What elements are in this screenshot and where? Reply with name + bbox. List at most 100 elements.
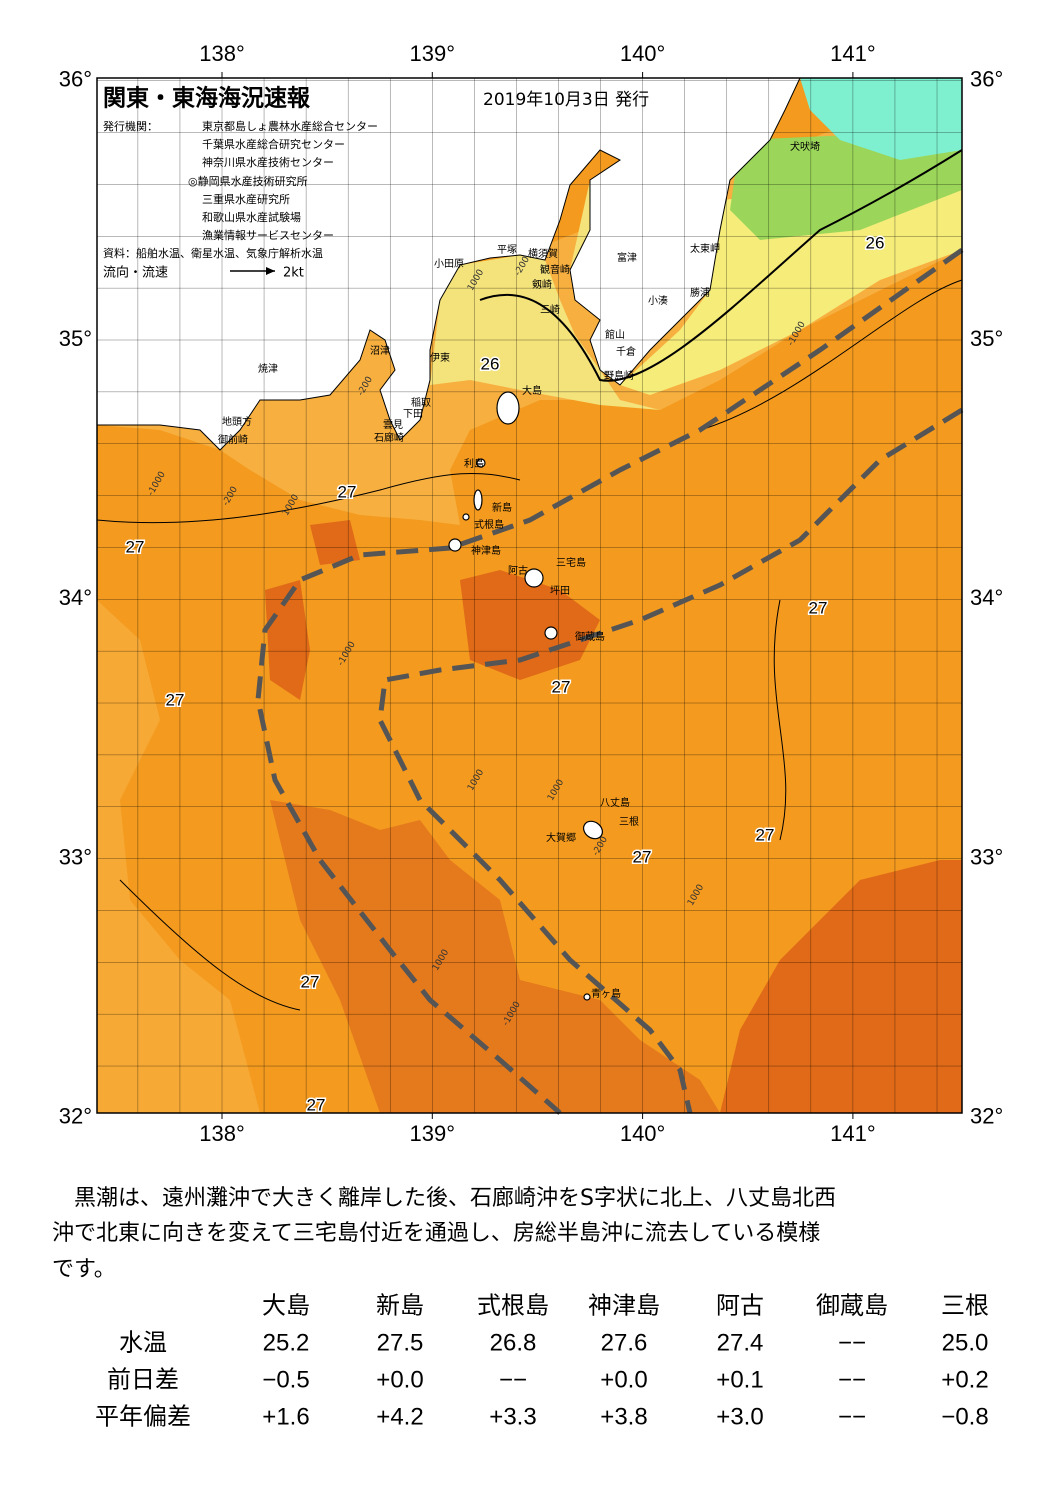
column-header: 御蔵島 [816,1292,888,1319]
table-cell: +1.6 [262,1403,309,1430]
place-label: 神津島 [471,544,501,557]
kuroshio-path [377,407,964,1114]
column-header: 大島 [262,1292,310,1319]
place-label: 御蔵島 [575,630,605,643]
table-cell: −0.8 [941,1403,988,1430]
island [583,993,591,1001]
coastal-zone [430,255,660,410]
lat-tick-label: 35° [970,326,1003,351]
isotherm-label: 27 [756,825,775,844]
table-cell: 27.6 [601,1329,648,1356]
table-cell: 25.0 [942,1329,989,1356]
row-label: 水温 [119,1329,167,1356]
lat-tick-label: 36° [59,67,92,92]
place-label: 下田 [403,409,423,420]
place-label: 野島崎 [604,369,634,382]
legend-label: 流向・流速 [103,265,168,281]
coastal-zone [620,180,962,395]
isotherm-label: 26 [866,233,885,252]
island [473,489,483,511]
isotherm-label: 27 [301,972,320,991]
place-label: 剱崎 [532,278,552,291]
warm-patch [265,520,360,700]
table-cell: +3.0 [716,1403,763,1430]
table-cell: +0.0 [376,1366,423,1393]
place-label: 大島 [522,384,542,397]
table-cell: 27.4 [717,1329,764,1356]
table-cell: +0.1 [716,1366,763,1393]
table-cell: −− [838,1366,866,1393]
lat-tick-label: 33° [970,844,1003,869]
warm-patch [720,860,962,1113]
issuer: 東京都島しょ農林水産総合センター [202,119,378,133]
place-label: 御前崎 [218,433,248,446]
island [462,513,470,521]
lon-tick-label: 141° [830,41,876,66]
isotherm-label: 27 [633,847,652,866]
place-label: 平塚 [497,244,517,256]
place-label: 横須賀 [528,247,558,260]
isotherm-label: 27 [338,482,357,501]
place-label: 稲取 [411,397,431,409]
lon-tick-label: 141° [830,1121,876,1146]
issuer: 千葉県水産総合研究センター [202,137,345,151]
lon-tick-label: 138° [199,41,245,66]
place-label: 伊東 [430,351,450,364]
place-label: 富津 [617,251,637,264]
column-header: 式根島 [477,1292,549,1319]
place-label: 青ヶ島 [591,987,621,1000]
table-cell: −− [499,1366,527,1393]
place-label: 太東岬 [690,242,720,255]
map-frame [96,77,963,1114]
table-cell: +4.2 [376,1403,423,1430]
place-label: 三根 [619,815,639,828]
issuer: 三重県水産研究所 [202,192,290,206]
place-label: 大賀郷 [546,831,576,844]
place-label: 雲見 [383,419,403,431]
table-cell: +3.3 [489,1403,536,1430]
table-cell: +0.0 [600,1366,647,1393]
place-label: 坪田 [550,584,570,597]
place-label: 館山 [605,328,625,341]
issuer: 漁業情報サービスセンター [202,228,334,242]
land [96,77,801,451]
island [476,458,486,468]
lon-tick-label: 138° [199,1121,245,1146]
column-header: 神津島 [588,1292,660,1319]
lat-tick-label: 32° [970,1104,1003,1129]
isotherm-label: 26 [481,354,500,373]
table-cell: 26.8 [490,1329,537,1356]
place-label: 石廊崎 [374,431,404,444]
place-label: 地頭方 [222,415,252,428]
table-cell: −0.5 [262,1366,309,1393]
isotherm-label: 27 [809,598,828,617]
coastal-zone [800,78,962,160]
place-label: 小湊 [648,294,668,307]
isobath [479,149,963,382]
column-header: 阿古 [716,1292,764,1319]
map: 関東・東海海況速報 2019年10月3日 発行 発行機関： 資料：船舶水温、衛星… [96,77,964,1115]
place-label: 焼津 [258,363,278,375]
issuer: 和歌山県水産試験場 [202,210,301,224]
lat-tick-label: 34° [59,585,92,610]
isotherm [96,279,963,1011]
isotherm-label: 27 [552,677,571,696]
place-label: 犬吠埼 [790,140,820,153]
lat-tick-label: 33° [59,844,92,869]
column-header: 新島 [376,1292,424,1319]
legend-speed: 2kt [283,266,304,281]
island [448,538,462,552]
place-label: 勝浦 [690,286,710,299]
place-label: 阿古 [508,564,528,577]
island [583,820,603,840]
table-cell: −− [838,1329,866,1356]
description-line: 黒潮は、遠州灘沖で大きく離岸した後、石廊崎沖をS字状に北上、八丈島北西 [52,1186,836,1211]
isotherm-label: 27 [126,537,145,556]
issuer: ◎静岡県水産技術研究所 [188,174,308,188]
place-label: 千倉 [616,345,636,358]
lon-tick-label: 140° [620,1121,666,1146]
table-cell: −− [838,1403,866,1430]
place-label: 利島 [464,457,484,470]
row-label: 前日差 [107,1366,179,1393]
